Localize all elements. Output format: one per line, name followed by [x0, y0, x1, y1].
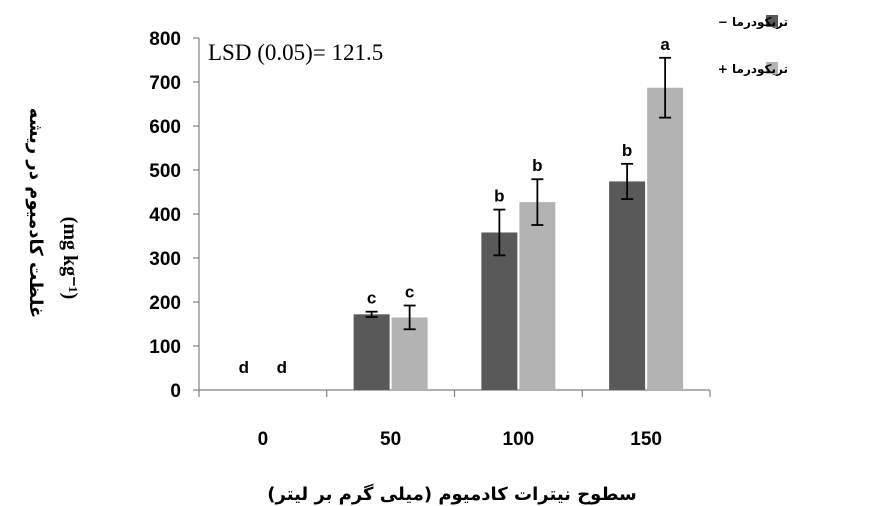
x-tick-label: 0: [258, 429, 269, 450]
significance-letter: d: [239, 358, 249, 377]
x-tick-label: 100: [503, 429, 535, 450]
y-tick-label: 100: [149, 337, 181, 358]
legend-swatch-1: [766, 62, 778, 74]
y-tick-label: 600: [149, 117, 181, 138]
significance-letter: c: [367, 289, 376, 308]
legend: تریکودرما − تریکودرما +: [718, 15, 788, 77]
x-tick-label: 150: [630, 429, 662, 450]
y-axis-title: غلظت کادمیوم در ریشه: [25, 108, 46, 318]
y-tick-label: 200: [149, 293, 181, 314]
y-axis-title-group: غلظت کادمیوم در ریشه: [25, 108, 46, 318]
bar-series-1: [647, 87, 684, 390]
legend-label-1: تریکودرما +: [718, 62, 788, 77]
y-tick-label: 800: [149, 29, 181, 50]
significance-letter: d: [277, 358, 287, 377]
y-tick-label: 400: [149, 205, 181, 226]
legend-swatch-0: [766, 15, 778, 27]
plot-area: 0 100 200 300 400 500 600 700 800 0 d d 50 c c 100 b b 150…: [149, 29, 711, 450]
y-axis-unit-group: (mg kg⁻¹): [59, 217, 81, 300]
significance-letter: a: [660, 35, 670, 54]
bar-series-0: [353, 314, 390, 390]
y-tick-label: 700: [149, 73, 181, 94]
significance-letter: b: [532, 156, 542, 175]
bar-series-0: [481, 232, 518, 390]
y-axis-unit: (mg kg⁻¹): [59, 217, 81, 300]
significance-letter: b: [494, 187, 504, 206]
lsd-annotation: LSD (0.05)= 121.5: [208, 40, 383, 65]
bar-series-1: [519, 202, 556, 390]
significance-letter: c: [405, 283, 414, 302]
y-tick-label: 0: [170, 381, 181, 402]
x-tick-label: 50: [380, 429, 401, 450]
significance-letter: b: [622, 141, 632, 160]
bar-series-0: [609, 181, 646, 390]
x-axis-title: سطوح نیترات کادمیوم (میلی گرم بر لیتر): [267, 483, 636, 505]
legend-label-0: تریکودرما −: [718, 15, 788, 30]
y-tick-label: 500: [149, 161, 181, 182]
y-tick-label: 300: [149, 249, 181, 270]
